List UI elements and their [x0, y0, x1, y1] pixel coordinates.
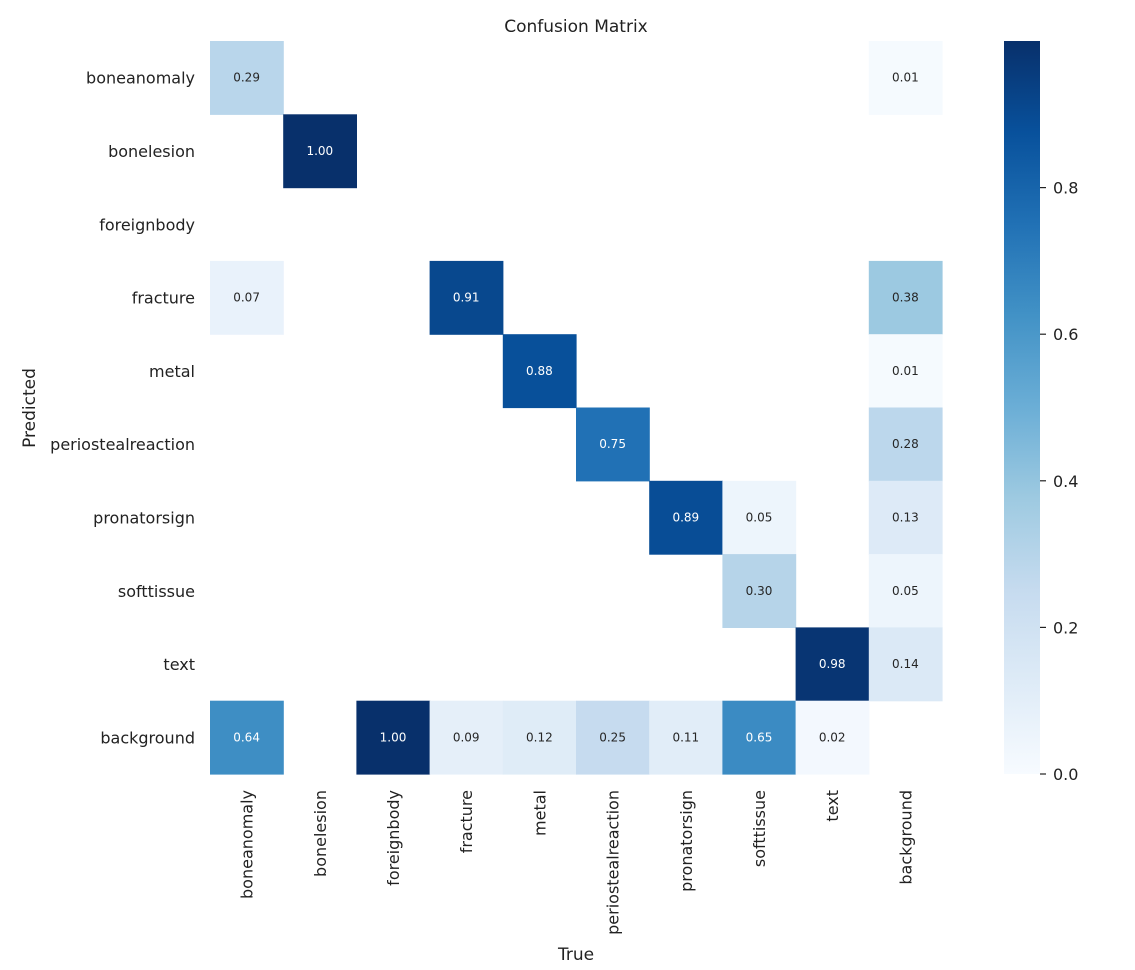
cell-value-label: 0.02: [819, 730, 846, 744]
colorbar-ticks: 0.0 0.2 0.4 0.6 0.8: [1040, 179, 1078, 784]
heatmap-cell: [868, 407, 943, 482]
heatmap-cells: [210, 41, 943, 775]
heatmap-cell: [868, 554, 943, 628]
y-tick-label: periostealreaction: [50, 435, 195, 454]
y-tick-label: text: [163, 655, 195, 674]
cell-value-label: 0.29: [233, 71, 260, 85]
cell-value-label: 0.13: [892, 510, 919, 524]
y-tick-labels: boneanomaly bonelesion foreignbody fracture…: [50, 69, 195, 748]
cell-value-label: 0.01: [892, 71, 919, 85]
x-tick-label: bonelesion: [311, 790, 330, 877]
x-tick-label: boneanomaly: [238, 790, 257, 899]
x-tick-label: softtissue: [750, 790, 769, 867]
heatmap-cell: [210, 700, 284, 775]
heatmap-cell: [576, 407, 650, 482]
x-tick-label: text: [823, 790, 842, 822]
colorbar-tick-label: 0.2: [1053, 618, 1078, 637]
y-tick-label: fracture: [132, 289, 195, 308]
cell-value-label: 0.30: [746, 584, 773, 598]
cell-value-label: 0.65: [746, 730, 773, 744]
x-axis-label: True: [557, 945, 594, 965]
colorbar: [1004, 41, 1040, 774]
x-tick-label: periostealreaction: [604, 790, 623, 935]
cell-value-label: 0.11: [672, 730, 699, 744]
cell-value-label: 0.01: [892, 364, 919, 378]
cell-value-label: 0.14: [892, 657, 919, 671]
heatmap-cell: [868, 41, 943, 115]
heatmap-cell: [502, 334, 577, 409]
y-tick-label: foreignbody: [99, 215, 195, 234]
heatmap-cell: [868, 260, 943, 335]
x-tick-label: background: [896, 790, 915, 885]
heatmap-cell: [868, 334, 943, 409]
cell-value-label: 0.12: [526, 730, 553, 744]
y-tick-label: softtissue: [118, 582, 195, 601]
colorbar-tick-label: 0.6: [1053, 325, 1078, 344]
chart-title: Confusion Matrix: [504, 17, 648, 37]
heatmap-cell: [722, 700, 797, 775]
x-tick-label: fracture: [457, 790, 476, 853]
x-tick-labels: boneanomaly bonelesion foreignbody fracture…: [238, 790, 916, 935]
cell-value-label: 0.25: [599, 730, 626, 744]
cell-value-label: 1.00: [306, 144, 333, 158]
colorbar-tick-label: 0.4: [1053, 472, 1078, 491]
cell-value-label: 0.88: [526, 364, 553, 378]
cell-value-label: 0.91: [453, 291, 480, 305]
heatmap-cell: [649, 480, 723, 555]
cell-value-label: 0.89: [672, 510, 699, 524]
heatmap-cell: [795, 700, 870, 775]
x-tick-label: pronatorsign: [677, 790, 696, 892]
y-tick-label: background: [100, 728, 195, 747]
heatmap-cell: [502, 700, 577, 775]
cell-value-label: 1.00: [380, 730, 407, 744]
heatmap-cell: [429, 700, 504, 775]
heatmap-cell: [795, 627, 870, 702]
heatmap-cell: [722, 554, 797, 628]
y-tick-label: metal: [149, 362, 195, 381]
x-tick-label: metal: [530, 790, 549, 836]
cell-value-label: 0.75: [599, 437, 626, 451]
cell-value-label: 0.09: [453, 730, 480, 744]
cell-value-label: 0.98: [819, 657, 846, 671]
heatmap-cell: [210, 260, 284, 335]
heatmap-cell: [283, 114, 357, 189]
heatmap-cell: [868, 480, 943, 555]
heatmap-cell: [210, 41, 284, 115]
heatmap-cell: [649, 700, 723, 775]
cell-value-label: 0.28: [892, 437, 919, 451]
colorbar-tick-label: 0.0: [1053, 765, 1078, 784]
cell-value-label: 0.05: [892, 584, 919, 598]
y-tick-label: boneanomaly: [86, 69, 195, 88]
y-axis-label: Predicted: [20, 368, 40, 448]
colorbar-tick-label: 0.8: [1053, 179, 1078, 198]
cell-value-label: 0.38: [892, 291, 919, 305]
cell-value-label: 0.05: [746, 510, 773, 524]
heatmap-cell-labels: 0.29 0.01 1.00 0.07 0.91 0.38 0.88 0.01 0.75 0.28…: [233, 71, 919, 745]
heatmap-cell: [722, 480, 797, 555]
heatmap-cell: [356, 700, 431, 775]
heatmap-cell: [429, 260, 504, 335]
x-tick-label: foreignbody: [384, 790, 403, 886]
heatmap-cell: [576, 700, 650, 775]
y-tick-label: pronatorsign: [93, 508, 195, 527]
heatmap-cell: [868, 627, 943, 702]
cell-value-label: 0.64: [233, 730, 260, 744]
cell-value-label: 0.07: [233, 291, 260, 305]
y-tick-label: bonelesion: [108, 142, 195, 161]
